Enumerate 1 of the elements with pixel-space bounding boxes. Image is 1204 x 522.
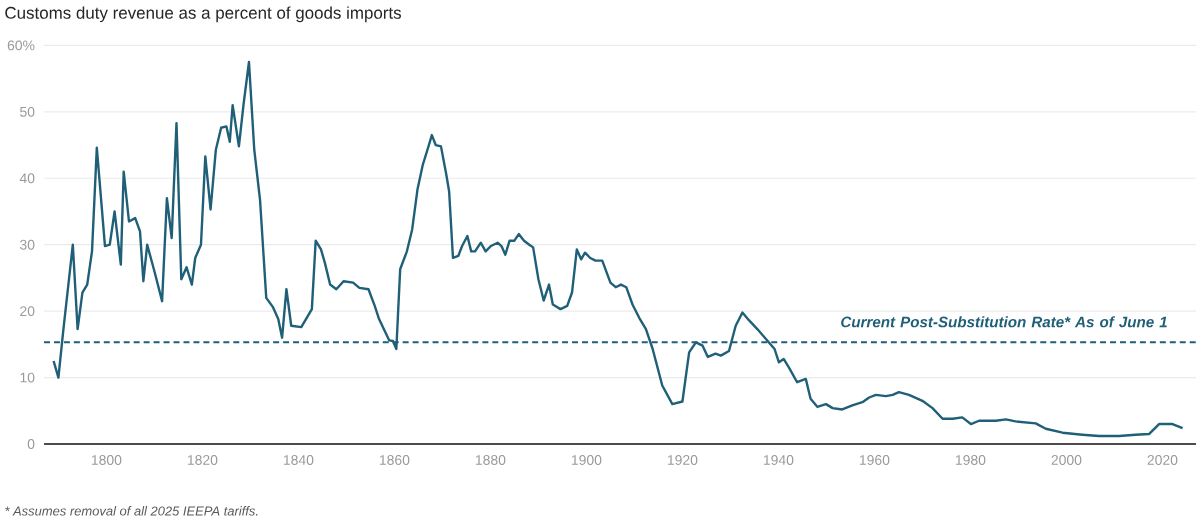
chart-title: Customs duty revenue as a percent of goods imports [5, 6, 401, 23]
